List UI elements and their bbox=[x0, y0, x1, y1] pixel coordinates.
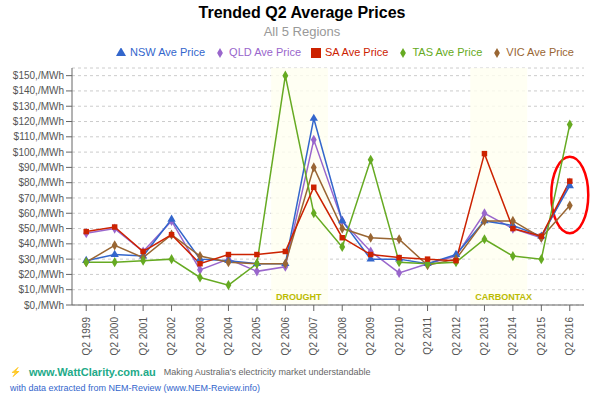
svg-text:$140,/MWh: $140,/MWh bbox=[13, 85, 64, 96]
svg-text:$110,/MWh: $110,/MWh bbox=[14, 131, 64, 142]
svg-text:Q2 2004: Q2 2004 bbox=[223, 317, 234, 356]
svg-text:$70,/MWh: $70,/MWh bbox=[18, 193, 64, 204]
svg-text:Q2 2015: Q2 2015 bbox=[536, 317, 547, 356]
svg-text:$120,/MWh: $120,/MWh bbox=[13, 116, 64, 127]
svg-text:Q2 2005: Q2 2005 bbox=[251, 317, 262, 356]
svg-text:CARBONTAX: CARBONTAX bbox=[475, 292, 532, 302]
svg-text:$20,/MWh: $20,/MWh bbox=[18, 269, 64, 280]
svg-text:Q2 2010: Q2 2010 bbox=[394, 317, 405, 356]
svg-text:$0,/MWh: $0,/MWh bbox=[24, 300, 64, 311]
svg-text:$40,/MWh: $40,/MWh bbox=[18, 238, 64, 249]
svg-text:$80,/MWh: $80,/MWh bbox=[18, 177, 64, 188]
svg-text:$150,/MWh: $150,/MWh bbox=[13, 70, 64, 81]
svg-text:DROUGHT: DROUGHT bbox=[276, 292, 322, 302]
svg-text:$100,/MWh: $100,/MWh bbox=[13, 147, 64, 158]
svg-text:Q2 2000: Q2 2000 bbox=[109, 317, 120, 356]
html-text:SA Ave Price: SA Ave Price bbox=[325, 46, 389, 58]
svg-text:Q2 2012: Q2 2012 bbox=[451, 317, 462, 356]
svg-text:Q2 2011: Q2 2011 bbox=[422, 317, 433, 355]
svg-text:$30,/MWh: $30,/MWh bbox=[18, 254, 64, 265]
svg-text:Q2 2009: Q2 2009 bbox=[365, 317, 376, 356]
svg-text:Q2 2003: Q2 2003 bbox=[195, 317, 206, 356]
svg-text:Q2 2006: Q2 2006 bbox=[280, 317, 291, 356]
html-text:QLD Ave Price: QLD Ave Price bbox=[229, 46, 301, 58]
svg-text:Q2 2007: Q2 2007 bbox=[308, 317, 319, 356]
svg-text:Q2 2002: Q2 2002 bbox=[166, 317, 177, 356]
svg-text:$50,/MWh: $50,/MWh bbox=[18, 223, 64, 234]
svg-text:Q2 2013: Q2 2013 bbox=[479, 317, 490, 356]
html-text:with data extracted from NEM-R: with data extracted from NEM-Review (www… bbox=[10, 382, 261, 393]
svg-text:Q2 1999: Q2 1999 bbox=[81, 317, 92, 356]
html-text:Trended Q2 Average Prices: Trended Q2 Average Prices bbox=[198, 4, 406, 21]
svg-text:$60,/MWh: $60,/MWh bbox=[18, 208, 64, 219]
svg-text:$90,/MWh: $90,/MWh bbox=[18, 162, 64, 173]
svg-text:Q2 2001: Q2 2001 bbox=[138, 317, 149, 356]
html-text:www.WattClarity.com.au: www.WattClarity.com.au bbox=[29, 365, 156, 378]
svg-text:Q2 2008: Q2 2008 bbox=[337, 317, 348, 356]
svg-text:Q2 2014: Q2 2014 bbox=[507, 317, 518, 356]
html-text:All 5 Regions: All 5 Regions bbox=[263, 24, 341, 39]
svg-text:$10,/MWh: $10,/MWh bbox=[18, 284, 64, 295]
html-text:Making Australia's electricity: Making Australia's electricity market un… bbox=[163, 366, 371, 377]
svg-text:$130,/MWh: $130,/MWh bbox=[13, 101, 64, 112]
html-text:TAS Ave Price: TAS Ave Price bbox=[412, 46, 483, 58]
svg-text:Q2 2016: Q2 2016 bbox=[564, 317, 575, 356]
html-text:NSW Ave Price: NSW Ave Price bbox=[130, 46, 206, 58]
html-text:VIC Ave Price: VIC Ave Price bbox=[506, 46, 574, 58]
